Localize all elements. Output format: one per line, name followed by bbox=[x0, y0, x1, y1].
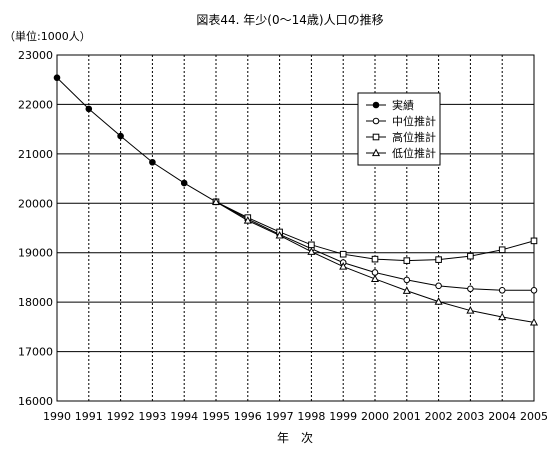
plot-area bbox=[56, 54, 535, 402]
x-tick-label: 2000 bbox=[361, 410, 389, 423]
y-axis-ticks: 16000 17000 18000 19000 20000 21000 22000 23000 bbox=[18, 49, 53, 408]
data-point bbox=[339, 250, 347, 258]
data-point bbox=[403, 276, 411, 284]
data-point bbox=[530, 286, 538, 294]
data-point bbox=[371, 269, 379, 276]
series-4 bbox=[211, 197, 539, 326]
x-tick-label: 2002 bbox=[425, 410, 453, 423]
data-point bbox=[117, 132, 124, 140]
unit-label: （単位:1000人） bbox=[4, 29, 91, 43]
series-layer bbox=[53, 74, 539, 326]
data-point bbox=[402, 286, 411, 294]
x-tick-label: 1991 bbox=[75, 410, 103, 423]
y-tick-label: 16000 bbox=[18, 395, 53, 408]
data-point bbox=[435, 282, 442, 290]
legend-marker bbox=[371, 148, 381, 157]
y-tick-label: 23000 bbox=[18, 49, 53, 62]
data-point bbox=[85, 105, 93, 113]
x-tick-label: 2001 bbox=[393, 410, 421, 423]
x-tick-label: 1996 bbox=[234, 410, 262, 423]
x-tick-label: 1995 bbox=[202, 410, 230, 423]
y-tick-label: 20000 bbox=[18, 197, 53, 210]
x-tick-label: 1998 bbox=[297, 410, 325, 423]
data-point bbox=[467, 252, 474, 260]
data-point bbox=[371, 255, 379, 263]
data-point bbox=[149, 158, 156, 166]
data-point bbox=[403, 257, 411, 264]
data-point bbox=[434, 297, 443, 305]
data-point bbox=[498, 312, 507, 321]
legend-label: 中位推計 bbox=[392, 114, 436, 128]
x-tick-label: 2005 bbox=[520, 410, 548, 423]
legend-marker bbox=[372, 101, 380, 109]
legend-label: 低位推計 bbox=[392, 146, 436, 160]
data-point bbox=[467, 285, 474, 293]
chart-title: 図表44. 年少(0～14歳)人口の推移 bbox=[196, 13, 383, 27]
data-point bbox=[307, 247, 316, 255]
x-axis-ticks: 1990 1991 1992 1993 1994 1995 1996 1997 1998 1999… bbox=[43, 410, 548, 423]
data-point bbox=[275, 230, 284, 239]
x-tick-label: 1997 bbox=[266, 410, 294, 423]
x-axis-label: 年 次 bbox=[277, 431, 313, 445]
y-tick-label: 17000 bbox=[18, 346, 53, 359]
data-point bbox=[466, 306, 475, 314]
data-point bbox=[530, 237, 538, 245]
data-point bbox=[180, 179, 188, 187]
legend-marker bbox=[372, 117, 380, 125]
gridlines bbox=[56, 54, 535, 402]
y-tick-label: 22000 bbox=[18, 98, 53, 111]
data-point bbox=[370, 274, 380, 283]
data-point bbox=[529, 317, 539, 326]
data-point bbox=[53, 74, 61, 82]
y-tick-label: 18000 bbox=[18, 296, 53, 309]
data-point bbox=[308, 241, 315, 249]
y-tick-label: 21000 bbox=[18, 148, 53, 161]
data-point bbox=[211, 197, 221, 205]
legend-marker bbox=[372, 133, 380, 141]
x-tick-label: 2004 bbox=[488, 410, 516, 423]
y-tick-label: 19000 bbox=[18, 247, 53, 260]
x-tick-label: 1994 bbox=[170, 410, 198, 423]
data-point bbox=[339, 262, 348, 270]
data-point bbox=[435, 256, 442, 263]
data-point bbox=[498, 246, 506, 254]
legend-label: 実績 bbox=[392, 98, 414, 112]
x-tick-label: 1999 bbox=[329, 410, 357, 423]
series-1 bbox=[53, 74, 220, 206]
series-line bbox=[56, 77, 217, 203]
data-point bbox=[243, 216, 252, 224]
data-point bbox=[498, 286, 506, 294]
x-tick-label: 2003 bbox=[456, 410, 484, 423]
x-tick-label: 1992 bbox=[107, 410, 135, 423]
x-tick-label: 1993 bbox=[138, 410, 166, 423]
legend-label: 高位推計 bbox=[392, 130, 436, 144]
x-tick-label: 1990 bbox=[43, 410, 71, 423]
